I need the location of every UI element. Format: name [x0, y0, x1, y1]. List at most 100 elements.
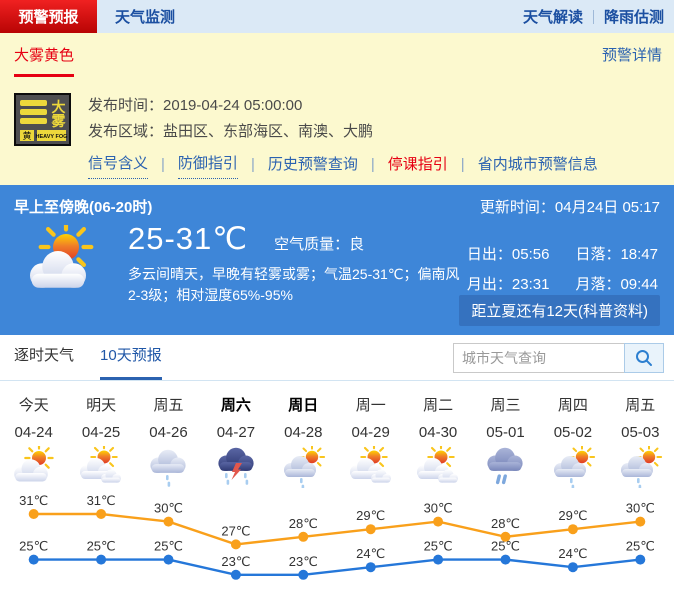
svg-text:28℃: 28℃	[491, 516, 520, 531]
forecast-day-column-5: 周日 04-28	[270, 394, 337, 494]
desc-line-1: 多云间晴天，早晚有轻雾或雾；气温25-31℃；偏南风	[128, 266, 460, 282]
current-weather-section: 早上至傍晚(06-20时) 更新时间：04月24日 05:17 25-31℃ 空…	[0, 185, 674, 335]
publish-area-row: 发布区域：盐田区、东部海区、南澳、大鹏	[88, 119, 598, 145]
fog-warning-icon: 大 雾 黄 HEAVY FOG	[14, 93, 71, 146]
day-name: 周四	[557, 397, 588, 414]
day-date: 04-25	[81, 424, 121, 441]
publish-area-value: 盐田区、东部海区、南澳、大鹏	[163, 123, 374, 140]
warning-link-1[interactable]: 信号含义	[88, 151, 149, 179]
warning-link-4[interactable]: 停课指引	[387, 156, 448, 173]
warning-details-link[interactable]: 预警详情	[601, 47, 662, 64]
warning-link-2[interactable]: 防御指引	[177, 151, 238, 179]
weather-description: 多云间晴天，早晚有轻雾或雾；气温25-31℃；偏南风 2-3级；相对湿度65%-…	[128, 264, 460, 306]
warning-info: 发布时间：2019-04-24 05:00:00 发布区域：盐田区、东部海区、南…	[88, 93, 598, 179]
svg-text:28℃: 28℃	[289, 516, 318, 531]
sun-shower-icon	[270, 446, 337, 488]
day-name: 周二	[423, 397, 454, 414]
svg-text:31℃: 31℃	[19, 494, 48, 508]
forecast-grid: 今天 04-24 明天 04-25 周五 04-26 周六 04-27 周日 04-28 周一 04-…	[0, 381, 674, 494]
forecast-tabs-row: 逐时天气 10天预报	[0, 335, 674, 381]
svg-text:30℃: 30℃	[424, 501, 453, 516]
search-icon	[636, 350, 652, 366]
forecast-day-column-3: 周五 04-26	[135, 394, 202, 494]
link-separator: |	[250, 156, 255, 173]
city-search	[453, 343, 664, 373]
forecast-day-column-7: 周二 04-30	[404, 394, 471, 494]
cloudy-icon	[67, 446, 134, 488]
svg-text:25℃: 25℃	[424, 539, 453, 554]
publish-time-row: 发布时间：2019-04-24 05:00:00	[88, 93, 598, 119]
forecast-day-column-4: 周六 04-27	[202, 394, 269, 494]
day-date: 05-01	[486, 424, 525, 441]
desc-line-2: 2-3级；相对湿度65%-95%	[128, 287, 293, 303]
fog-icon-char1: 大	[52, 99, 66, 115]
link-rain-estimate[interactable]: 降雨估测	[603, 9, 664, 26]
partly-cloudy-icon	[20, 219, 108, 299]
air-quality-label: 空气质量：	[274, 236, 350, 253]
svg-text:29℃: 29℃	[558, 508, 587, 523]
svg-text:30℃: 30℃	[154, 501, 183, 516]
current-main: 25-31℃ 空气质量：良 多云间晴天，早晚有轻雾或雾；气温25-31℃；偏南风…	[128, 221, 460, 306]
sun-moon-item-1: 日出：05:56	[466, 246, 550, 263]
search-button[interactable]	[624, 343, 664, 373]
tab-warning-forecast[interactable]: 预警预报	[0, 0, 97, 33]
air-quality: 空气质量：良	[274, 233, 364, 254]
solar-term-countdown-link[interactable]: 距立夏还有12天(科普资料)	[459, 295, 660, 326]
day-name: 周三	[490, 397, 521, 414]
svg-text:23℃: 23℃	[289, 554, 318, 569]
temp-chart: 31℃ 31℃ 30℃ 27℃ 28℃ 29℃ 30℃ 28℃ 29℃ 30℃ 25℃ 25℃ 25℃ 2…	[19, 494, 655, 580]
svg-text:30℃: 30℃	[626, 501, 655, 516]
svg-text:23℃: 23℃	[221, 554, 250, 569]
day-date: 04-26	[149, 424, 188, 441]
publish-time-label: 发布时间：	[88, 97, 164, 114]
warning-link-3[interactable]: 历史预警查询	[267, 156, 358, 173]
day-name: 周日	[288, 397, 319, 414]
svg-text:24℃: 24℃	[356, 546, 385, 561]
link-separator: |	[460, 156, 465, 173]
warning-link-5[interactable]: 省内城市预警信息	[477, 156, 598, 173]
forecast-day-column-6: 周一 04-29	[337, 394, 404, 494]
forecast-day-column-9: 周四 05-02	[539, 394, 606, 494]
link-weather-interpretation[interactable]: 天气解读	[522, 9, 583, 26]
svg-text:24℃: 24℃	[558, 546, 587, 561]
temp-range: 25-31℃	[128, 221, 249, 256]
svg-text:31℃: 31℃	[87, 494, 116, 508]
sun-moon-item-3: 月出：23:31	[466, 276, 550, 293]
svg-text:25℃: 25℃	[491, 539, 520, 554]
period-label: 早上至傍晚(06-20时)	[14, 199, 153, 216]
header-right-links: 天气解读 降雨估测	[523, 6, 674, 27]
tab-hourly-weather[interactable]: 逐时天气	[14, 347, 75, 364]
cloudy-icon	[337, 446, 404, 488]
tab-ten-day-forecast[interactable]: 10天预报	[100, 335, 162, 380]
forecast-day-column-10: 周五 05-03	[607, 394, 674, 494]
top-tab-bar: 预警预报 天气监测 天气解读 降雨估测	[0, 0, 674, 33]
day-date: 04-29	[351, 424, 390, 441]
cloudy-icon	[404, 446, 471, 488]
forecast-day-column-1: 今天 04-24	[0, 394, 67, 494]
forecast-day-column-8: 周三 05-01	[472, 394, 539, 494]
link-separator: |	[161, 156, 165, 173]
publish-area-label: 发布区域：	[88, 123, 164, 140]
update-time: 更新时间：04月24日 05:17	[479, 199, 660, 216]
thunderstorm-icon	[202, 446, 269, 488]
day-name: 明天	[86, 397, 117, 414]
warning-type-label[interactable]: 大雾黄色	[14, 44, 75, 77]
sun-shower-icon	[607, 446, 674, 488]
day-name: 周五	[153, 397, 184, 414]
city-search-input[interactable]	[453, 343, 624, 373]
day-date: 05-02	[553, 424, 593, 441]
heavy-rain-icon	[472, 446, 539, 488]
day-date: 05-03	[621, 424, 660, 441]
warning-body: 大 雾 黄 HEAVY FOG 发布时间：2019-04-24 05:00:00…	[14, 93, 598, 179]
tab-weather-monitor[interactable]: 天气监测	[115, 9, 176, 26]
svg-text:25℃: 25℃	[19, 539, 48, 554]
fog-icon-level: 黄	[22, 130, 31, 141]
svg-text:25℃: 25℃	[626, 539, 655, 554]
day-name: 今天	[18, 397, 49, 414]
air-quality-value: 良	[349, 236, 365, 253]
link-separator: |	[370, 156, 375, 173]
warning-links: 信号含义 | 防御指引 | 历史预警查询 | 停课指引 | 省内城市预警信息	[88, 151, 598, 179]
day-name: 周五	[625, 397, 656, 414]
sun-moon-grid: 日出：05:56 日落：18:47 月出：23:31 月落：09:44	[467, 243, 658, 294]
publish-time-value: 2019-04-24 05:00:00	[163, 97, 303, 114]
